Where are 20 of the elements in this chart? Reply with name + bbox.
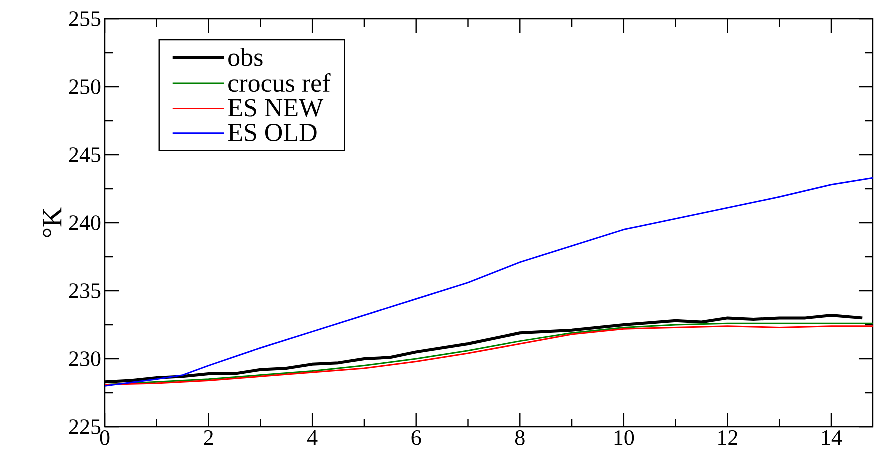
y-tick-label: 230: [69, 352, 101, 366]
x-tick-label: 0: [100, 430, 110, 446]
x-tick-label: 8: [515, 430, 525, 446]
x-tick-label: 12: [718, 430, 738, 446]
x-tick-label: 10: [614, 430, 634, 446]
y-axis-title: °K: [42, 208, 62, 238]
legend-label: ES NEW: [228, 99, 324, 117]
y-tick-label: 245: [69, 148, 101, 162]
legend-label: obs: [228, 48, 263, 66]
x-tick-label: 2: [204, 430, 214, 446]
y-tick-label: 250: [69, 80, 101, 94]
x-tick-label: 14: [822, 430, 842, 446]
y-tick-label: 240: [69, 216, 101, 230]
y-tick-label: 225: [69, 420, 101, 434]
y-tick-label: 255: [69, 12, 101, 26]
x-tick-label: 4: [308, 430, 318, 445]
x-tick-label: 6: [412, 430, 422, 446]
y-tick-label: 235: [69, 284, 101, 298]
legend-label: crocus ref: [228, 74, 331, 92]
legend-label: ES OLD: [228, 124, 317, 142]
